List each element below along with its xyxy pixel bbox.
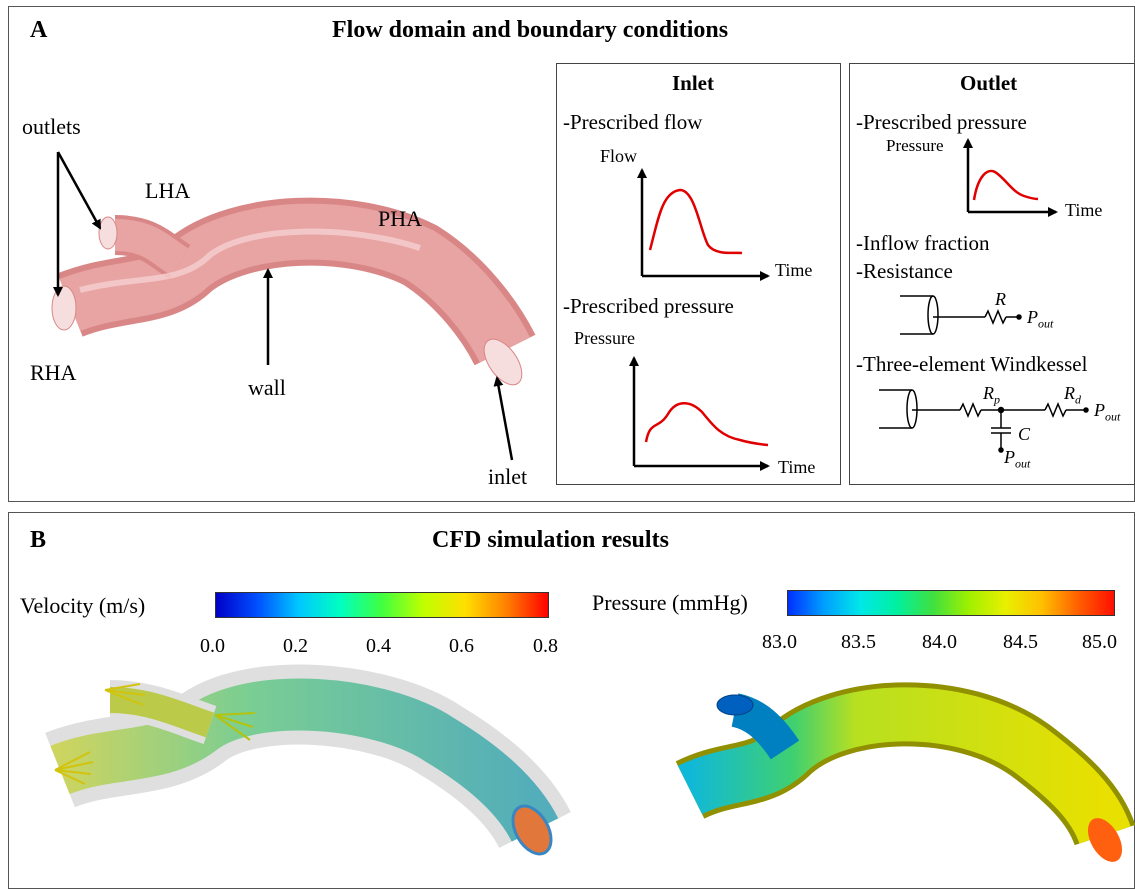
resistance-pout-label: Pout <box>1027 307 1054 331</box>
inlet-heading: Inlet <box>672 71 714 95</box>
flow-time-label: Time <box>775 260 813 280</box>
outlets-label: outlets <box>22 114 81 139</box>
velocity-colorbar-label: Velocity (m/s) <box>20 593 146 618</box>
inlet-pressure-time-label: Time <box>778 457 816 477</box>
panel-b-letter: B <box>30 527 47 553</box>
windkessel-rp-label: Rp <box>983 383 1000 407</box>
velocity-tick: 0.2 <box>283 635 308 657</box>
vessel-surface <box>51 197 536 386</box>
inlet-item-prescribed-flow: -Prescribed flow <box>563 110 703 134</box>
outlet-heading: Outlet <box>960 71 1018 95</box>
pressure-tick: 84.5 <box>1003 631 1038 653</box>
panel-a-title: Flow domain and boundary conditions <box>332 17 729 43</box>
pressure-tick: 85.0 <box>1082 631 1117 653</box>
outlet-item-prescribed-pressure: -Prescribed pressure <box>856 110 1027 134</box>
windkessel-rd-label: Rd <box>1064 383 1081 407</box>
inlet-box <box>556 63 841 485</box>
inlet-pressure-curve <box>644 402 769 447</box>
windkessel-c-label: C <box>1018 424 1031 444</box>
rha-label: RHA <box>30 360 77 385</box>
flow-axis-label: Flow <box>600 146 638 166</box>
pressure-tick: 84.0 <box>922 631 957 653</box>
panel-b-title: CFD simulation results <box>432 527 669 553</box>
velocity-tick: 0.6 <box>449 635 474 657</box>
outlet-item-windkessel: -Three-element Windkessel <box>856 352 1088 376</box>
outlet-item-inflow-fraction: -Inflow fraction <box>856 231 990 255</box>
pressure-surface <box>675 682 1135 862</box>
panel-a-letter: A <box>30 17 48 43</box>
outlet-pressure-time-label: Time <box>1065 200 1103 220</box>
windkessel-pout-label: Pout <box>1094 400 1121 424</box>
windkessel-pout-ground-label: Pout <box>1004 447 1031 471</box>
inlet-label: inlet <box>488 464 528 489</box>
velocity-tick: 0.8 <box>533 635 558 657</box>
outlet-pressure-axis-label: Pressure <box>886 136 944 155</box>
inlet-item-prescribed-pressure: -Prescribed pressure <box>563 294 734 318</box>
inlet-flow-curve <box>648 188 743 255</box>
pressure-tick: 83.0 <box>762 631 797 653</box>
outlet-pressure-curve <box>972 169 1039 201</box>
pressure-colorbar <box>787 590 1115 616</box>
pressure-tick: 83.5 <box>841 631 876 653</box>
velocity-tick: 0.0 <box>200 635 225 657</box>
vessel-annotation-arrows <box>53 151 514 461</box>
outlet-item-resistance: -Resistance <box>856 259 953 283</box>
pha-label: PHA <box>378 206 423 231</box>
inlet-pressure-axis-label: Pressure <box>574 328 635 348</box>
velocity-streamlines <box>45 664 571 856</box>
lha-label: LHA <box>145 178 191 203</box>
resistance-r-label: R <box>995 289 1006 309</box>
velocity-tick: 0.4 <box>366 635 391 657</box>
wall-label: wall <box>248 375 286 400</box>
velocity-colorbar <box>215 592 549 618</box>
pressure-colorbar-label: Pressure (mmHg) <box>592 590 748 615</box>
